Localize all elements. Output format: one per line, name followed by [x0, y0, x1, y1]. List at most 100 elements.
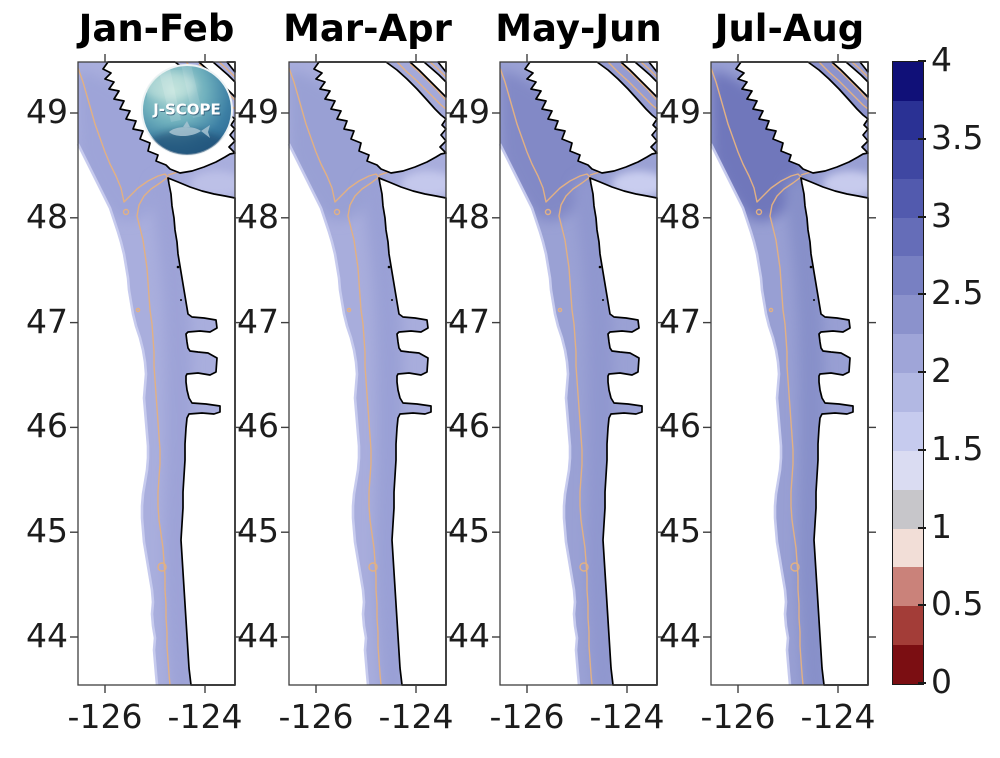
- map-canvas: J-SCOPE J-SCOPE: [492, 54, 665, 693]
- orange-contour-lines: [288, 61, 447, 686]
- y-tick-label: 46: [26, 406, 68, 446]
- panel-title: Mar-Apr: [283, 7, 452, 50]
- map-canvas: J-SCOPE J-SCOPE: [281, 54, 454, 693]
- colorbar-tick-label: 2: [931, 351, 952, 390]
- x-tick-label: -126: [278, 697, 354, 736]
- y-tick-label: 46: [448, 406, 490, 446]
- axes-frame: [288, 61, 447, 686]
- band-edge-fringe: [76, 142, 159, 687]
- map-panel: Jan-Feb: [26, 7, 243, 736]
- x-tick-label: -126: [700, 697, 776, 736]
- mainland-coast-land: [800, 177, 869, 686]
- y-tick-label: 49: [659, 92, 701, 131]
- colorbar-segment: [893, 567, 923, 607]
- colorbar-tick-label: 2.5: [931, 273, 984, 313]
- y-tick-label: 48: [659, 196, 701, 236]
- offshore-dark-shading: [500, 70, 592, 222]
- islet-dot: [598, 265, 602, 269]
- x-tick-label: -124: [378, 697, 454, 736]
- ocean-band: [289, 62, 446, 685]
- islet-dot: [180, 299, 182, 301]
- y-tick-label: 45: [26, 511, 68, 551]
- axes-frame: [499, 61, 658, 686]
- islet-dot: [813, 299, 815, 301]
- colorbar-segment: [893, 606, 923, 646]
- corner-land-sliver: [226, 61, 236, 73]
- colorbar-tick-mark: [918, 293, 926, 296]
- colorbar: [892, 61, 924, 685]
- colorbar-segment: [893, 62, 923, 101]
- tick-marks: [703, 54, 876, 693]
- map-panel: May-Jun: [448, 7, 665, 736]
- y-tick-label: 48: [237, 196, 279, 236]
- land-masses: [102, 61, 236, 686]
- islet-dot: [391, 299, 393, 301]
- northeast-island-land: [198, 61, 236, 98]
- shading-overlays: [289, 70, 446, 685]
- colorbar-segment: [893, 334, 923, 373]
- strait-light-shading: [823, 171, 868, 197]
- colorbar-segment: [893, 100, 923, 140]
- colorbar-segment: [893, 411, 923, 451]
- y-tick-label: 47: [237, 301, 279, 341]
- y-tick-label: 48: [26, 196, 68, 236]
- land-masses: [524, 61, 658, 686]
- map-panel: Mar-Apr: [237, 7, 454, 736]
- shading-overlays: [711, 70, 868, 685]
- jscope-logo: J-SCOPE J-SCOPE: [141, 64, 233, 156]
- colorbar-segment: [893, 373, 923, 412]
- colorbar-segment: [893, 256, 923, 296]
- colorbar-tick-mark: [918, 604, 926, 607]
- colorbar-segment: [893, 139, 923, 179]
- offshore-dark-shading: [78, 70, 170, 222]
- vancouver-island-land: [524, 61, 658, 174]
- y-tick-label: 47: [448, 301, 490, 341]
- northeast-island-land: [409, 61, 447, 98]
- colorbar-segment: [893, 217, 923, 257]
- panel-title: Jul-Aug: [714, 7, 865, 50]
- islet-dot: [387, 265, 391, 269]
- y-tick-label: 45: [659, 511, 701, 551]
- northeast-island-land: [831, 61, 869, 98]
- y-tick-label: 49: [26, 92, 68, 131]
- offshore-dark-shading: [289, 70, 381, 222]
- strait-light-shading: [401, 171, 446, 197]
- map-canvas: J-SCOPE J-SCOPE: [703, 54, 876, 693]
- corner-land-sliver: [437, 61, 447, 73]
- y-tick-label: 47: [26, 301, 68, 341]
- x-tick-label: -124: [589, 697, 665, 736]
- shelf-mid-shading: [586, 190, 605, 685]
- georgia-strait-water: [808, 62, 868, 119]
- colorbar-tick-label: 1: [931, 506, 952, 546]
- colorbar-tick-mark: [918, 215, 926, 218]
- offshore-dark-shading: [711, 70, 803, 222]
- colorbar-tick-mark: [918, 448, 926, 451]
- colorbar-tick-label: 3: [931, 195, 952, 235]
- y-tick-label: 46: [237, 406, 279, 446]
- fish-icon: [169, 121, 210, 138]
- strait-light-shading: [612, 171, 657, 197]
- shelf-mid-shading: [797, 190, 816, 685]
- colorbar-tick-label: 0: [931, 662, 952, 701]
- x-tick-label: -124: [800, 697, 876, 736]
- y-tick-label: 44: [26, 616, 68, 655]
- axes-frame: [710, 61, 869, 686]
- colorbar-segment: [893, 450, 923, 490]
- islet-dot: [809, 265, 813, 269]
- band-edge-fringe: [287, 142, 370, 687]
- colorbar-tick-mark: [918, 371, 926, 373]
- y-tick-label: 44: [237, 616, 279, 655]
- ocean-band: [711, 62, 868, 685]
- ocean-band: [78, 62, 235, 685]
- colorbar-tick-label: 3.5: [931, 117, 984, 157]
- y-tick-label: 48: [448, 196, 490, 236]
- colorbar-segment: [893, 295, 923, 335]
- orange-contour-lines: [77, 61, 236, 686]
- logo-circle: [141, 64, 233, 156]
- colorbar-segment: [893, 489, 923, 529]
- colorbar-segment: [893, 645, 923, 684]
- y-tick-label: 49: [237, 92, 279, 131]
- corner-land-sliver: [859, 61, 869, 73]
- y-tick-label: 45: [448, 511, 490, 551]
